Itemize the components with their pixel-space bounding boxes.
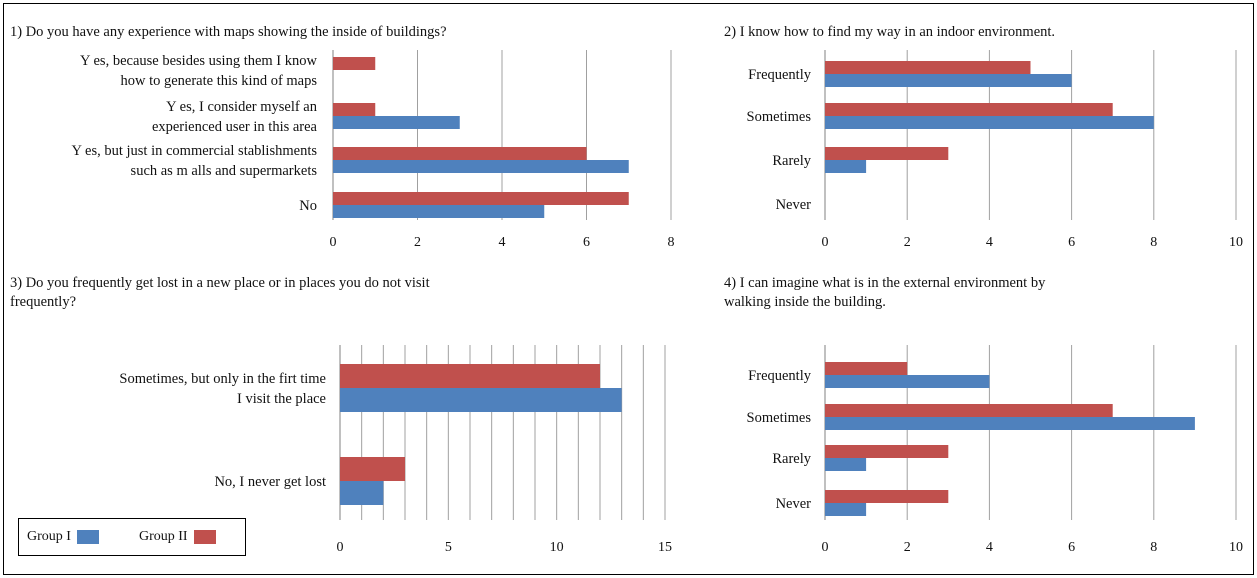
x-tick-label: 6 [1068,540,1075,555]
chart-title: 2) I know how to find my way in an indoo… [724,24,1055,40]
x-tick-label: 4 [986,235,993,250]
bar-group2 [825,103,1113,116]
category-label: Y es, I consider myself an [166,99,318,115]
bar-group1 [340,481,384,505]
category-label: Never [776,496,812,512]
category-label: No [299,198,317,214]
category-label: Sometimes [747,109,812,125]
bar-group2 [825,404,1113,417]
x-tick-label: 10 [550,540,564,555]
category-label: Rarely [772,451,811,467]
bar-group2 [333,192,629,205]
chart-2: 2) I know how to find my way in an indoo… [724,24,1243,250]
legend-swatch-group2 [193,530,216,544]
category-label: how to generate this kind of maps [120,73,317,89]
bar-group2 [825,61,1031,74]
bar-group2 [825,362,908,375]
bar-group1 [825,503,867,516]
chart-title: 4) I can imagine what is in the external… [724,275,1046,291]
x-tick-label: 2 [904,235,911,250]
category-label: Y es, because besides using them I know [80,53,318,69]
bar-group1 [340,388,622,412]
category-label: Y es, but just in commercial stablishmen… [71,143,317,159]
bar-group2 [333,103,376,116]
chart-4: 4) I can imagine what is in the external… [724,275,1243,555]
bar-group1 [825,74,1072,87]
chart-title: 1) Do you have any experience with maps … [10,24,447,40]
bar-group1 [333,205,545,218]
category-label: Frequently [748,368,812,384]
bar-group2 [825,445,949,458]
x-tick-label: 10 [1229,540,1243,555]
x-tick-label: 8 [1150,235,1157,250]
bar-group2 [333,147,587,160]
bar-group2 [825,147,949,160]
legend-item-group2: Group II [139,519,216,555]
category-label: Never [776,197,812,213]
x-tick-label: 0 [337,540,344,555]
legend-label-group1: Group I [27,529,71,544]
legend-item-group1: Group I [27,519,99,555]
bar-group1 [825,160,867,173]
bar-group1 [825,458,867,471]
bar-group2 [825,490,949,503]
legend-label-group2: Group II [139,529,188,544]
category-label: such as m alls and supermarkets [131,163,318,179]
bar-group2 [333,57,376,70]
bar-group1 [333,160,629,173]
x-tick-label: 6 [583,235,590,250]
x-tick-label: 8 [1150,540,1157,555]
x-tick-label: 0 [330,235,337,250]
x-tick-label: 10 [1229,235,1243,250]
figure-frame [3,3,1254,575]
x-tick-label: 4 [499,235,506,250]
x-tick-label: 8 [668,235,675,250]
bar-group1 [825,417,1195,430]
bar-group1 [825,116,1154,129]
category-label: I visit the place [237,391,326,407]
category-label: Frequently [748,67,812,83]
category-label: No, I never get lost [214,474,326,490]
bar-group1 [825,375,990,388]
x-tick-label: 5 [445,540,452,555]
x-tick-label: 6 [1068,235,1075,250]
x-tick-label: 2 [414,235,421,250]
chart-title: frequently? [10,294,76,310]
chart-3: 3) Do you frequently get lost in a new p… [10,275,672,555]
x-tick-label: 0 [822,540,829,555]
legend-swatch-group1 [76,530,99,544]
category-label: Sometimes, but only in the firt time [119,371,326,387]
chart-1: 1) Do you have any experience with maps … [10,24,675,250]
x-tick-label: 2 [904,540,911,555]
chart-title: 3) Do you frequently get lost in a new p… [10,275,430,291]
chart-title: walking inside the building. [724,294,886,310]
x-tick-label: 15 [658,540,672,555]
category-label: Rarely [772,153,811,169]
category-label: experienced user in this area [152,119,318,135]
category-label: Sometimes [747,410,812,426]
bar-group1 [333,116,460,129]
x-tick-label: 0 [822,235,829,250]
bar-group2 [340,364,600,388]
bar-group2 [340,457,405,481]
x-tick-label: 4 [986,540,993,555]
legend: Group I Group II [18,518,246,556]
